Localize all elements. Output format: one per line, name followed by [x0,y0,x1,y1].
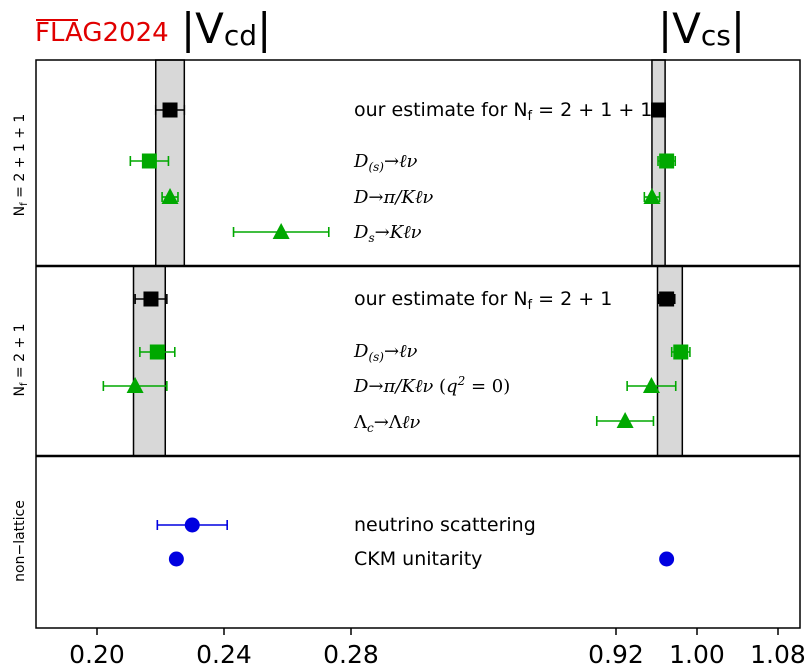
panel-label-nonlattice: non−lattice [12,500,28,582]
p1-r0-vcd-marker [143,291,159,307]
p0-r1-vcd-marker [141,153,157,169]
vcd-title: |Vcd| [181,4,271,53]
row-label-estimate-2111: our estimate for Nf = 2 + 1 + 1 [354,99,652,124]
panel-label-nf21: Nf = 2 + 1 [12,323,30,396]
vcd-tick-label-1: 0.24 [196,640,252,669]
vcd-band-0 [154,59,186,267]
vcs-tick-label-2: 1.08 [750,640,806,669]
row-label-dpik-21: D→π/Kℓν (q2 = 0) [353,374,510,397]
p0-r1-vcs-marker [659,153,675,169]
vcs-title: |Vcs| [658,4,745,53]
row-label-dsln-2111: D(s)→ℓν [353,151,418,174]
plot-frame [35,59,801,629]
p1-r2-vcs-marker [642,377,660,393]
vcd-tick-label-0: 0.20 [69,640,125,669]
vcs-tick-label-1: 1.00 [669,640,725,669]
row-label-neutrino: neutrino scattering [354,514,536,536]
p0-r3-vcd-marker [272,223,290,239]
plot-layer [35,59,801,629]
p1-r3-vcs-marker [616,412,634,428]
p1-r0-vcs-marker [659,291,675,307]
vcs-tick-label-0: 0.92 [588,640,644,669]
panel-label-nf2111: Nf = 2 + 1 + 1 [12,114,30,217]
p1-r1-vcd-marker [149,344,165,360]
p0-r2-vcd-marker [161,188,179,204]
p0-r0-vcd-marker [162,102,178,118]
row-label-lambda-21: Λc→Λℓν [353,412,420,435]
p2-r1-vcs-marker [659,551,675,567]
row-label-dsln-21: D(s)→ℓν [353,341,418,364]
p2-r0-vcd-marker [184,517,200,533]
marks-layer [102,102,691,567]
p1-r2-vcd-marker [126,377,144,393]
vcd-tick-label-2: 0.28 [323,640,379,669]
p0-r2-vcs-marker [643,188,661,204]
p2-r1-vcd-marker [168,551,184,567]
flag-logo: FLAG2024 [35,18,169,48]
p1-r1-vcs-marker [673,344,689,360]
axis-ticks: 0.20 0.24 0.28 0.92 1.00 1.08 [69,628,806,669]
p0-r0-vcs-marker [651,102,667,118]
row-label-estimate-21: our estimate for Nf = 2 + 1 [354,288,612,313]
row-label-ckm: CKM unitarity [354,548,482,570]
row-label-dsk-2111: Ds→Kℓν [353,222,422,245]
row-label-dpik-2111: D→π/Kℓν [353,187,433,208]
